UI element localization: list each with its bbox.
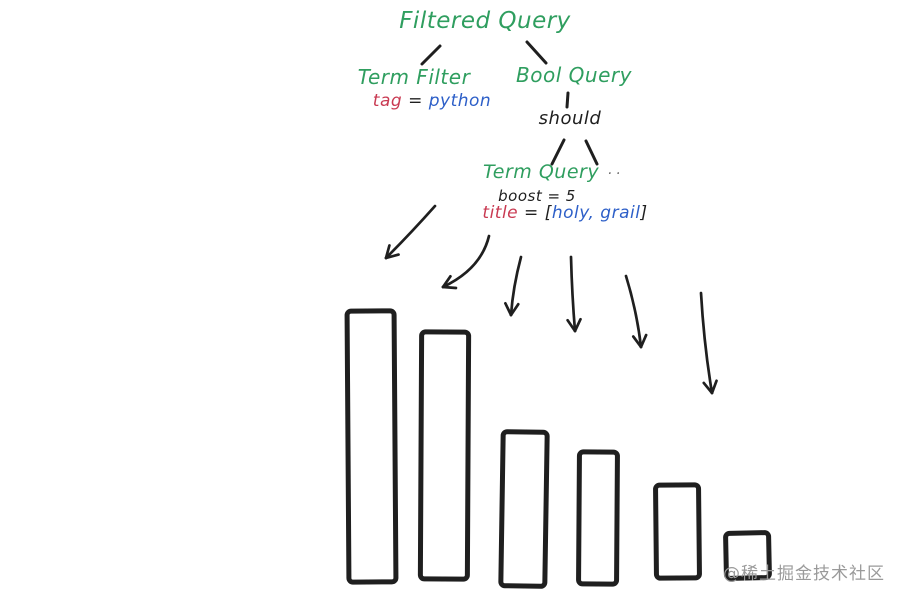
attr-value-python: python [428,91,492,111]
term-query-title-attribute: title = [holy, grail] [482,204,647,223]
score-bar [417,329,472,582]
arrowhead-icon [384,253,400,260]
bracket-open: [ [544,203,552,223]
score-arrow [509,255,523,317]
score-arrow [569,255,577,333]
node-term-filter: Term Filter [358,66,471,88]
score-bar [344,308,399,585]
arrowhead-icon [504,301,513,317]
title-equals: = [518,203,545,223]
score-bar [498,429,550,589]
term-query-dots: .. [608,162,625,178]
boost-line: boost = 5 [498,187,576,205]
score-arrow [441,234,491,289]
arrowhead-icon [441,274,452,289]
attr-key-title: title [482,203,519,223]
arrowhead-icon [702,381,714,395]
node-term-query-label: Term Query [483,161,600,183]
term-filter-attribute: tag = python [373,92,491,111]
node-bool-query: Bool Query [516,64,632,86]
arrowhead-icon [384,244,391,260]
tree-connector-line [420,44,442,66]
arrowhead-icon [710,379,718,395]
node-bool-query-label: Bool Query [516,63,632,87]
score-arrow [699,291,714,395]
score-bar [723,530,772,581]
bracket-close: ] [640,203,648,223]
attr-key-tag: tag [372,91,403,111]
arrowhead-icon [631,335,643,349]
node-term-filter-label: Term Filter [357,65,471,89]
node-should: should [539,109,602,129]
tree-connector-line [525,40,548,65]
arrowhead-icon [639,333,648,349]
score-bar [653,482,702,581]
watermark: @稀土掘金技术社区 [723,564,885,584]
node-term-query: Term Query.. [483,162,625,183]
node-should-label: should [538,108,602,129]
attr-equals: = [402,91,429,111]
attr-value-holy-grail: holy, grail [551,203,641,223]
score-bar [576,449,620,587]
score-arrow [624,274,643,349]
arrowhead-icon [441,285,458,290]
tree-connector-line [584,139,599,166]
tree-connector-line [565,91,570,109]
term-query-boost: boost = 5 [498,188,576,205]
node-filtered-query-label: Filtered Query [399,8,571,34]
arrowhead-icon [566,318,577,333]
arrowhead-icon [509,302,520,317]
tree-connector-line [550,138,566,166]
node-filtered-query: Filtered Query [399,8,571,34]
arrowhead-icon [573,317,582,333]
score-arrow [384,204,437,260]
